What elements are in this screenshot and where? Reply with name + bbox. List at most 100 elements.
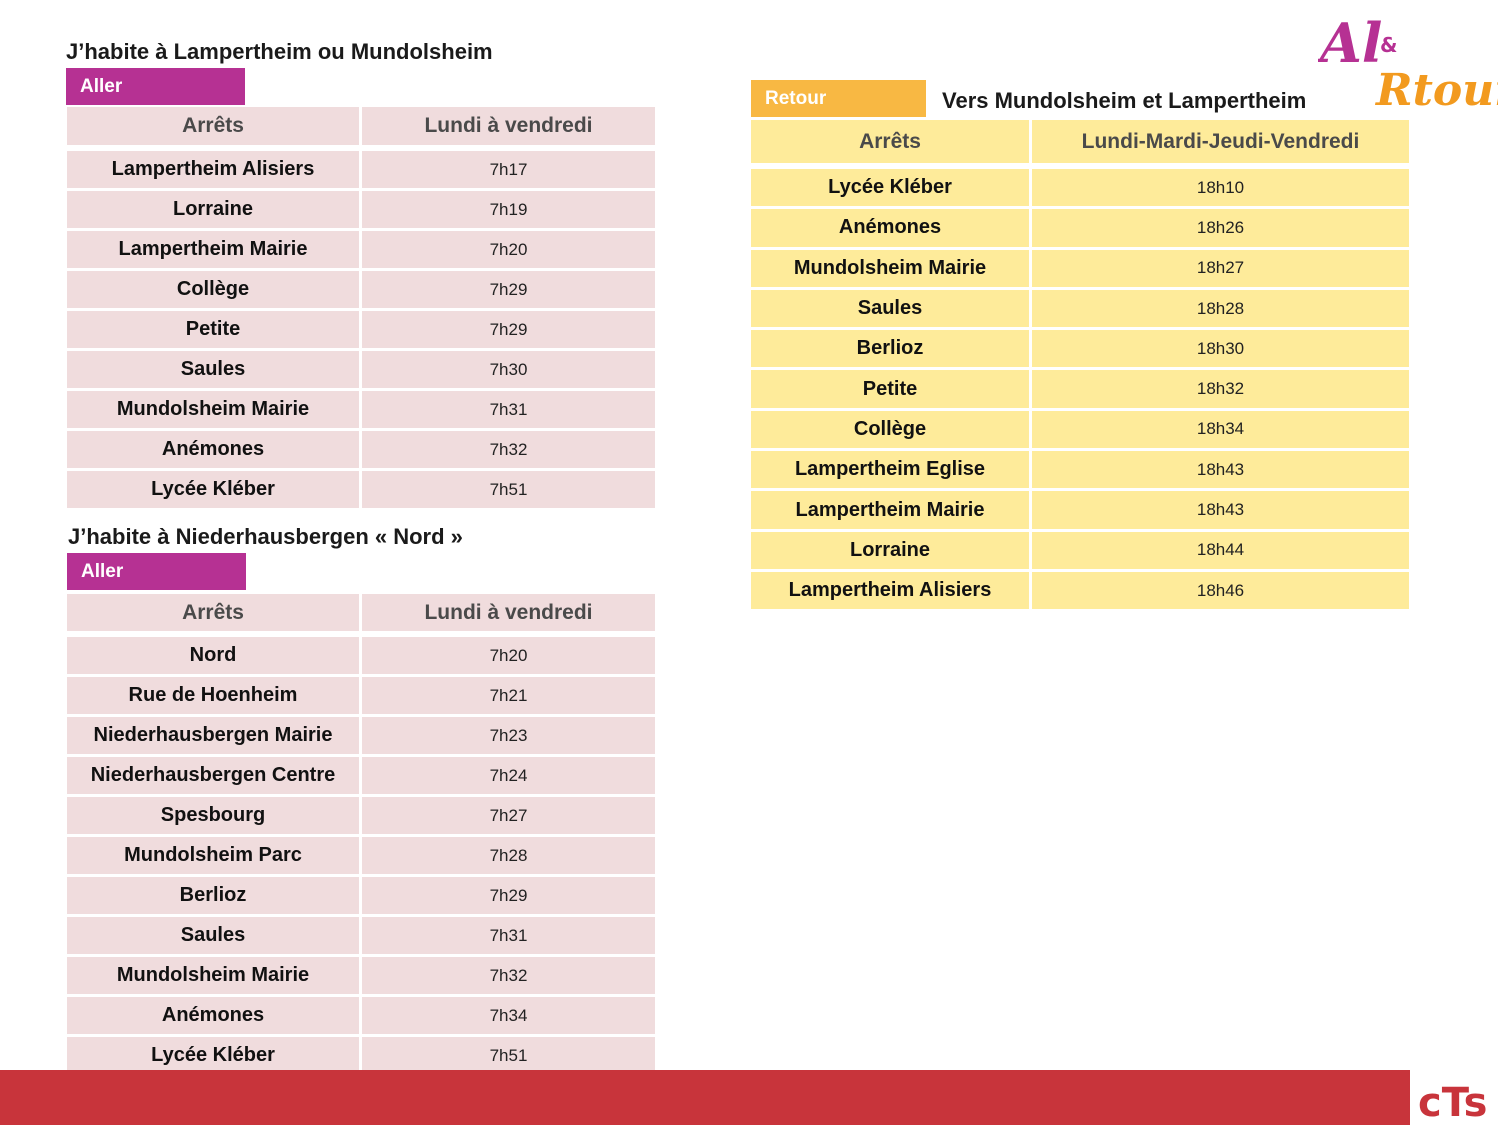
section2-heading: J’habite à Niederhausbergen « Nord » bbox=[68, 524, 463, 549]
table-row: Saules 18h28 bbox=[751, 289, 1409, 331]
departure-time: 18h44 bbox=[1032, 531, 1409, 572]
departure-time: 7h17 bbox=[362, 151, 655, 191]
section3-heading: Vers Mundolsheim et Lampertheim bbox=[942, 88, 1307, 113]
table-row: Anémones 7h32 bbox=[67, 431, 655, 471]
section3-timetable: Arrêts Lundi-Mardi-Jeudi-Vendredi Lycée … bbox=[748, 120, 1412, 613]
stop-name: Lycée Kléber bbox=[67, 471, 359, 511]
section2-aller-tag: Aller bbox=[67, 553, 246, 590]
stop-name: Spesbourg bbox=[67, 797, 359, 837]
departure-time: 7h51 bbox=[362, 471, 655, 511]
section1-timetable: Arrêts Lundi à vendredi Lampertheim Alis… bbox=[64, 107, 658, 511]
departure-time: 18h43 bbox=[1032, 451, 1409, 492]
departure-time: 18h28 bbox=[1032, 289, 1409, 331]
table-row: Lycée Kléber 7h51 bbox=[67, 471, 655, 511]
stop-name: Collège bbox=[67, 271, 359, 311]
departure-time: 7h34 bbox=[362, 997, 655, 1037]
table-row: Collège 7h29 bbox=[67, 271, 655, 311]
departure-time: 7h31 bbox=[362, 917, 655, 957]
departure-time: 7h23 bbox=[362, 717, 655, 757]
table-row: Rue de Hoenheim 7h21 bbox=[67, 677, 655, 717]
stop-name: Saules bbox=[751, 289, 1029, 331]
al-rtour-logo: Al & Rtour bbox=[1318, 11, 1498, 116]
stop-name: Lampertheim Alisiers bbox=[67, 151, 359, 191]
table-row: Nord 7h20 bbox=[67, 637, 655, 677]
section1-heading: J’habite à Lampertheim ou Mundolsheim bbox=[66, 39, 493, 64]
stop-name: Mundolsheim Parc bbox=[67, 837, 359, 877]
departure-time: 18h10 bbox=[1032, 169, 1409, 210]
table-row: Lorraine 18h44 bbox=[751, 531, 1409, 572]
column-header-stops: Arrêts bbox=[751, 120, 1029, 169]
departure-time: 18h34 bbox=[1032, 410, 1409, 452]
column-header-days: Lundi à vendredi bbox=[362, 107, 655, 151]
table-row: Mundolsheim Mairie 18h27 bbox=[751, 249, 1409, 290]
section3-rows: Lycée Kléber 18h10 Anémones 18h26 Mundolshei… bbox=[751, 169, 1409, 613]
departure-time: 18h43 bbox=[1032, 491, 1409, 532]
table-row: Berlioz 7h29 bbox=[67, 877, 655, 917]
stop-name: Niederhausbergen Mairie bbox=[67, 717, 359, 757]
stop-name: Anémones bbox=[67, 431, 359, 471]
departure-time: 18h26 bbox=[1032, 209, 1409, 250]
table-row: Berlioz 18h30 bbox=[751, 330, 1409, 371]
logo-rtour: Rtour bbox=[1374, 65, 1498, 116]
stop-name: Berlioz bbox=[67, 877, 359, 917]
stop-name: Mundolsheim Mairie bbox=[67, 391, 359, 431]
departure-time: 7h29 bbox=[362, 877, 655, 917]
departure-time: 7h20 bbox=[362, 231, 655, 271]
table-row: Saules 7h30 bbox=[67, 351, 655, 391]
departure-time: 7h28 bbox=[362, 837, 655, 877]
table-row: Mundolsheim Mairie 7h32 bbox=[67, 957, 655, 997]
departure-time: 7h30 bbox=[362, 351, 655, 391]
stop-name: Petite bbox=[751, 370, 1029, 411]
logo-ampersand: & bbox=[1380, 33, 1397, 57]
stop-name: Petite bbox=[67, 311, 359, 351]
table-row: Petite 18h32 bbox=[751, 370, 1409, 411]
table-row: Niederhausbergen Centre 7h24 bbox=[67, 757, 655, 797]
table-row: Niederhausbergen Mairie 7h23 bbox=[67, 717, 655, 757]
departure-time: 7h24 bbox=[362, 757, 655, 797]
cts-logo: cTs bbox=[1418, 1080, 1488, 1124]
stop-name: Mundolsheim Mairie bbox=[67, 957, 359, 997]
departure-time: 18h32 bbox=[1032, 370, 1409, 411]
stop-name: Lorraine bbox=[67, 191, 359, 231]
column-header-days: Lundi-Mardi-Jeudi-Vendredi bbox=[1032, 120, 1409, 169]
departure-time: 7h32 bbox=[362, 957, 655, 997]
table-row: Lampertheim Mairie 7h20 bbox=[67, 231, 655, 271]
table-row: Mundolsheim Mairie 7h31 bbox=[67, 391, 655, 431]
stop-name: Lycée Kléber bbox=[751, 169, 1029, 210]
footer-bar bbox=[0, 1070, 1410, 1125]
stop-name: Berlioz bbox=[751, 330, 1029, 371]
column-header-stops: Arrêts bbox=[67, 107, 359, 151]
table-row: Collège 18h34 bbox=[751, 410, 1409, 452]
stop-name: Lampertheim Mairie bbox=[67, 231, 359, 271]
table-row: Petite 7h29 bbox=[67, 311, 655, 351]
column-header-stops: Arrêts bbox=[67, 594, 359, 637]
departure-time: 7h27 bbox=[362, 797, 655, 837]
departure-time: 18h46 bbox=[1032, 571, 1409, 613]
departure-time: 7h31 bbox=[362, 391, 655, 431]
departure-time: 7h20 bbox=[362, 637, 655, 677]
table-row: Lycée Kléber 18h10 bbox=[751, 169, 1409, 210]
table-row: Saules 7h31 bbox=[67, 917, 655, 957]
table-row: Lampertheim Mairie 18h43 bbox=[751, 491, 1409, 532]
logo-al: Al bbox=[1318, 11, 1382, 75]
table-row: Anémones 7h34 bbox=[67, 997, 655, 1037]
table-row: Lampertheim Alisiers 18h46 bbox=[751, 571, 1409, 613]
departure-time: 18h27 bbox=[1032, 249, 1409, 290]
stop-name: Collège bbox=[751, 410, 1029, 452]
section3-retour-tag: Retour bbox=[751, 80, 926, 117]
stop-name: Lampertheim Alisiers bbox=[751, 571, 1029, 613]
table-row: Lorraine 7h19 bbox=[67, 191, 655, 231]
stop-name: Anémones bbox=[67, 997, 359, 1037]
section2-timetable: Arrêts Lundi à vendredi Nord 7h20 Rue de H… bbox=[64, 594, 658, 1077]
stop-name: Mundolsheim Mairie bbox=[751, 249, 1029, 290]
stop-name: Lampertheim Mairie bbox=[751, 491, 1029, 532]
table-row: Lampertheim Eglise 18h43 bbox=[751, 451, 1409, 492]
stop-name: Rue de Hoenheim bbox=[67, 677, 359, 717]
stop-name: Niederhausbergen Centre bbox=[67, 757, 359, 797]
stop-name: Nord bbox=[67, 637, 359, 677]
departure-time: 7h32 bbox=[362, 431, 655, 471]
departure-time: 7h29 bbox=[362, 311, 655, 351]
section2-rows: Nord 7h20 Rue de Hoenheim 7h21 Niederhausber… bbox=[67, 637, 655, 1077]
stop-name: Lampertheim Eglise bbox=[751, 451, 1029, 492]
cts-logo-text: cTs bbox=[1418, 1080, 1488, 1124]
